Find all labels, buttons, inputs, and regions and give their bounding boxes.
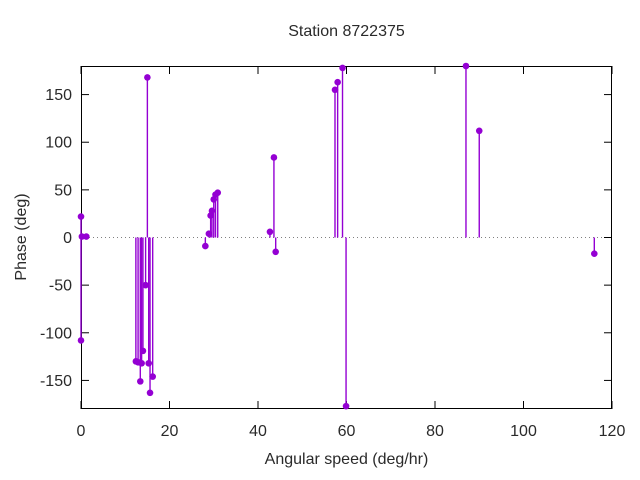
data-point	[334, 78, 341, 86]
x-tick-label: 0	[77, 423, 86, 440]
y-tick-label: -100	[40, 325, 72, 342]
x-axis-label: Angular speed (deg/hr)	[264, 451, 429, 468]
y-axis-label: Phase (deg)	[13, 193, 30, 281]
data-point	[83, 233, 90, 240]
chart-title: Station 8722375	[288, 23, 405, 40]
x-tick-label: 80	[426, 423, 444, 440]
data-point	[77, 213, 85, 220]
y-tick-label: 50	[54, 182, 72, 199]
data-point	[136, 378, 144, 385]
data-point	[591, 250, 598, 257]
data-point	[205, 230, 213, 237]
data-point	[272, 248, 280, 256]
y-tick-label: 150	[45, 87, 72, 104]
x-tick-label: 120	[599, 423, 626, 440]
data-point	[139, 347, 147, 355]
y-tick-label: -50	[49, 278, 72, 295]
data-point	[142, 281, 149, 289]
data-point	[462, 62, 470, 70]
y-tick-label: 0	[63, 230, 72, 247]
x-tick-label: 40	[249, 423, 267, 440]
data-point	[331, 86, 339, 94]
data-point	[146, 389, 154, 397]
data-point	[214, 189, 222, 197]
data-point	[339, 64, 346, 72]
x-tick-label: 60	[338, 423, 356, 440]
data-point	[208, 207, 216, 215]
y-tick-label: 100	[45, 135, 72, 152]
x-tick-label: 100	[510, 423, 537, 440]
y-tick-label: -150	[40, 373, 72, 390]
data-point	[138, 359, 145, 367]
data-point	[149, 373, 156, 380]
data-point	[342, 402, 350, 410]
data-point	[145, 359, 153, 367]
data-point	[144, 74, 151, 81]
data-point	[270, 154, 278, 161]
data-point	[202, 242, 209, 250]
data-point	[475, 127, 483, 135]
data-point	[266, 228, 274, 236]
x-tick-label: 20	[161, 423, 179, 440]
data-point	[77, 337, 85, 344]
